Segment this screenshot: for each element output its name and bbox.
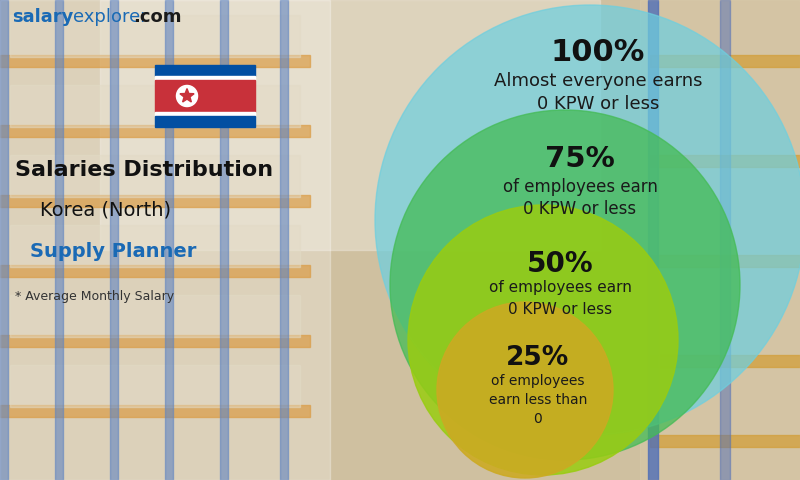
Bar: [0, 125, 310, 137]
Ellipse shape: [408, 205, 678, 475]
Text: salary: salary: [12, 8, 74, 26]
Bar: [10, 295, 300, 337]
Text: of employees earn: of employees earn: [489, 280, 631, 295]
Bar: [640, 0, 800, 480]
Text: 0 KPW or less: 0 KPW or less: [508, 302, 612, 317]
Circle shape: [177, 85, 198, 107]
Bar: [220, 0, 228, 480]
Text: 25%: 25%: [506, 345, 570, 371]
Text: 0 KPW or less: 0 KPW or less: [523, 200, 637, 218]
Bar: [10, 15, 300, 57]
Bar: [0, 195, 310, 207]
Text: explorer: explorer: [73, 8, 148, 26]
Ellipse shape: [437, 302, 613, 478]
Bar: [0, 265, 310, 277]
Bar: [155, 116, 255, 127]
Bar: [10, 365, 300, 407]
Bar: [155, 80, 255, 112]
Polygon shape: [180, 88, 194, 102]
Text: 50%: 50%: [526, 250, 594, 278]
Text: 0: 0: [534, 412, 542, 426]
Bar: [650, 155, 800, 167]
Ellipse shape: [390, 110, 740, 460]
Text: Salaries Distribution: Salaries Distribution: [15, 160, 273, 180]
Text: of employees: of employees: [491, 374, 585, 388]
Bar: [10, 225, 300, 267]
Bar: [110, 0, 118, 480]
Text: * Average Monthly Salary: * Average Monthly Salary: [15, 290, 174, 303]
Bar: [100, 0, 600, 250]
Bar: [10, 155, 300, 197]
Bar: [0, 55, 310, 67]
Text: Supply Planner: Supply Planner: [30, 242, 196, 261]
Bar: [10, 85, 300, 127]
Text: earn less than: earn less than: [489, 393, 587, 407]
Text: Korea (North): Korea (North): [40, 200, 171, 219]
Ellipse shape: [375, 5, 800, 435]
Bar: [650, 255, 800, 267]
Text: 0 KPW or less: 0 KPW or less: [537, 95, 659, 113]
Text: 75%: 75%: [545, 145, 615, 173]
Text: of employees earn: of employees earn: [502, 178, 658, 196]
Text: 100%: 100%: [551, 38, 645, 67]
Bar: [155, 76, 255, 80]
Bar: [0, 0, 330, 480]
Bar: [55, 0, 63, 480]
Text: Almost everyone earns: Almost everyone earns: [494, 72, 702, 90]
Bar: [648, 0, 658, 480]
Bar: [280, 0, 288, 480]
Bar: [155, 65, 255, 76]
Bar: [650, 355, 800, 367]
Bar: [720, 0, 730, 480]
Bar: [0, 405, 310, 417]
Bar: [165, 0, 173, 480]
Text: .com: .com: [133, 8, 182, 26]
Bar: [650, 435, 800, 447]
Bar: [0, 335, 310, 347]
Bar: [0, 0, 8, 480]
Bar: [155, 112, 255, 116]
Bar: [650, 55, 800, 67]
